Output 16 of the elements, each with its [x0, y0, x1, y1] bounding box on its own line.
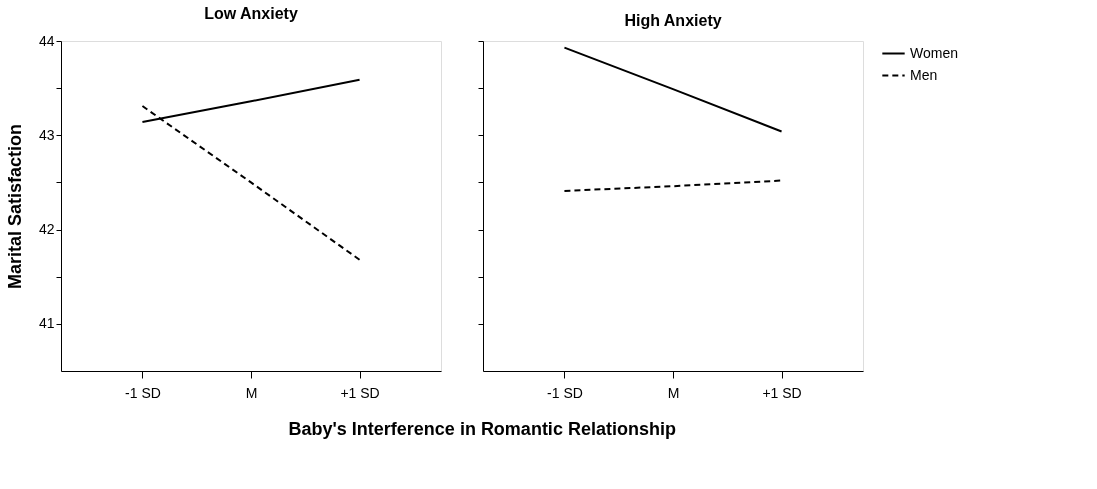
x-tick-label: M — [245, 384, 258, 401]
chart-title: High Anxiety — [624, 11, 722, 29]
x-tick-label: -1 SD — [547, 384, 583, 401]
legend-label: Women — [910, 44, 958, 61]
legend-label: Men — [910, 66, 938, 83]
chart-title: Low Anxiety — [204, 5, 298, 22]
y-axis-title: Marital Satisfaction — [4, 123, 25, 290]
x-tick-label: M — [667, 384, 680, 401]
y-tick-label: 41 — [38, 315, 55, 332]
y-tick-label: 43 — [38, 126, 55, 143]
x-tick-label: -1 SD — [125, 384, 161, 401]
y-tick-label: 42 — [38, 221, 55, 238]
x-axis-title: Baby's Interference in Romantic Relationship — [288, 418, 676, 439]
x-tick-label: +1 SD — [762, 384, 802, 401]
y-tick-label: 44 — [38, 32, 55, 49]
x-tick-label: +1 SD — [340, 384, 380, 401]
